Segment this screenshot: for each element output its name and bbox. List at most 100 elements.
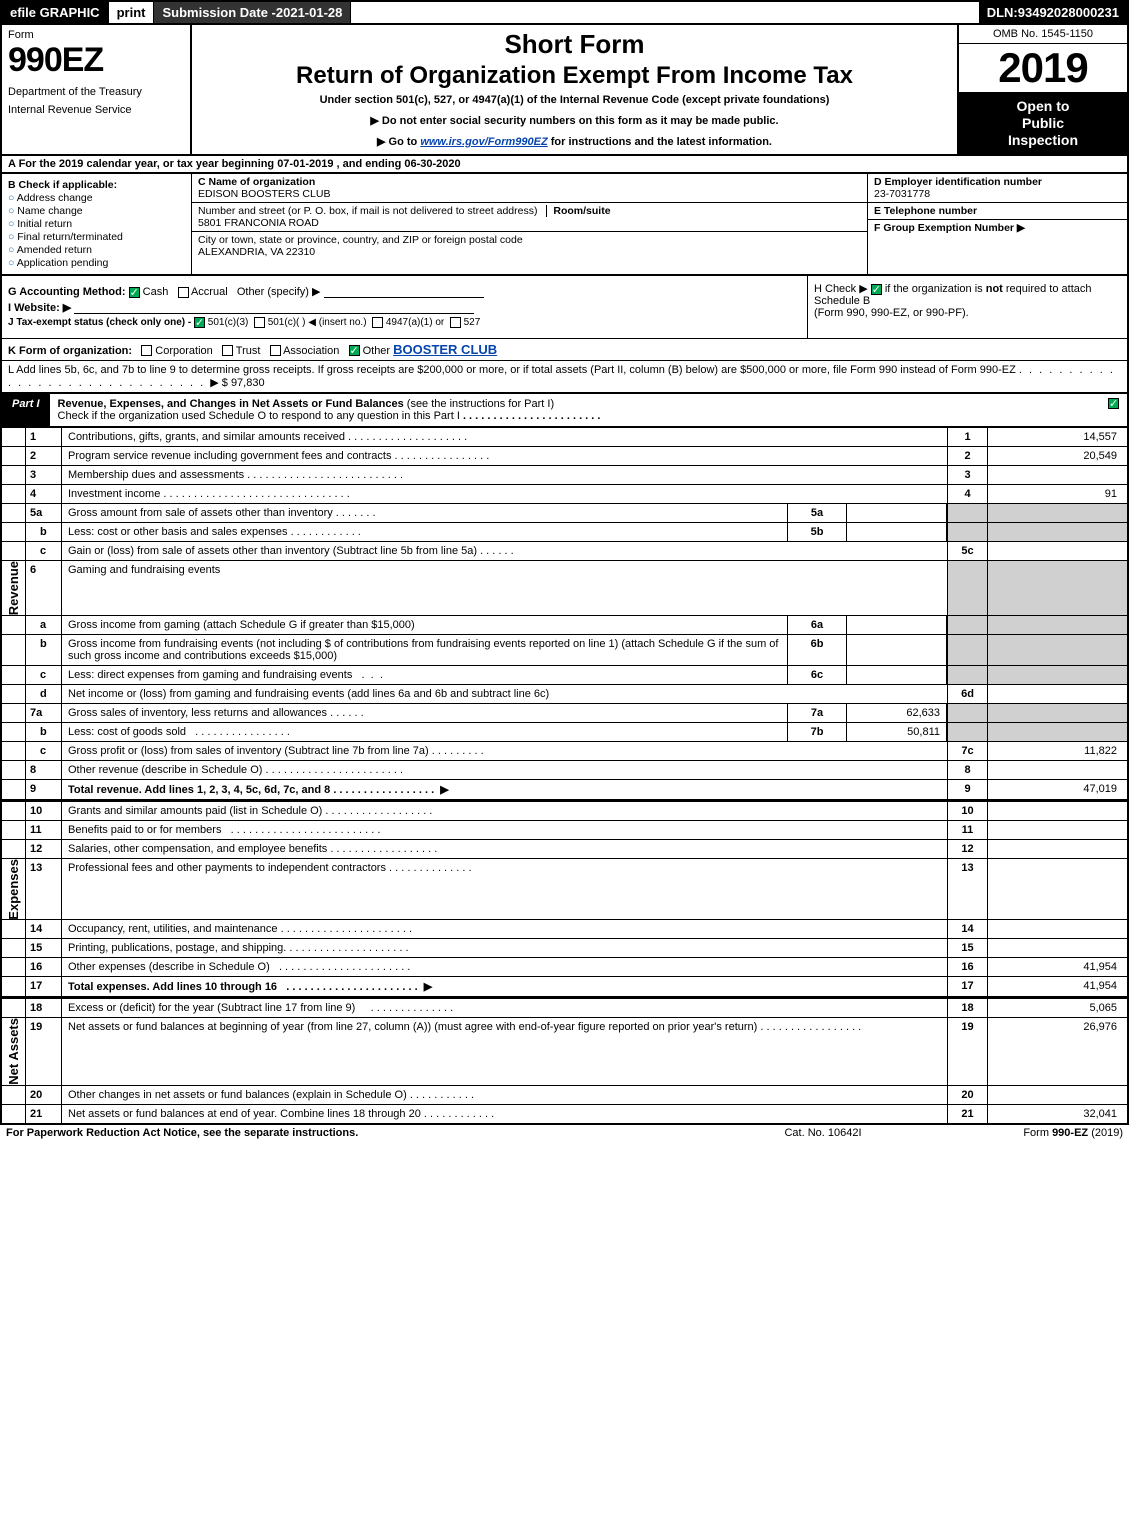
h-not: not bbox=[986, 283, 1003, 295]
desc-21: Net assets or fund balances at end of ye… bbox=[62, 1105, 947, 1123]
desc-7b: Less: cost of goods sold . . . . . . . .… bbox=[62, 723, 787, 741]
desc-7c-text: Gross profit or (loss) from sales of inv… bbox=[68, 745, 429, 757]
i-website: I Website: ▶ bbox=[8, 301, 801, 314]
nb-6c bbox=[947, 666, 987, 684]
501c3-label: 501(c)(3) bbox=[208, 318, 249, 329]
chk-application-pending[interactable]: Application pending bbox=[8, 257, 185, 269]
nb-7c: 7c bbox=[947, 742, 987, 760]
print-button[interactable]: print bbox=[109, 2, 155, 23]
page-footer: For Paperwork Reduction Act Notice, see … bbox=[0, 1125, 1129, 1143]
chk-trust[interactable] bbox=[222, 345, 233, 356]
addr-row: Number and street (or P. O. box, if mail… bbox=[192, 203, 867, 232]
chk-527[interactable] bbox=[450, 317, 461, 328]
chk-initial-return[interactable]: Initial return bbox=[8, 218, 185, 230]
cat-no: Cat. No. 10642I bbox=[723, 1127, 923, 1139]
row-13: Expenses 13 Professional fees and other … bbox=[2, 859, 1127, 921]
nb-6a bbox=[947, 616, 987, 634]
cat-rev-5c bbox=[2, 542, 26, 560]
chk-501c[interactable] bbox=[254, 317, 265, 328]
chk-name-change[interactable]: Name change bbox=[8, 205, 185, 217]
k-corp: Corporation bbox=[155, 345, 212, 357]
desc-18: Excess or (deficit) for the year (Subtra… bbox=[62, 999, 947, 1017]
inspection: Inspection bbox=[961, 132, 1125, 149]
chk-h[interactable] bbox=[871, 284, 882, 295]
desc-6d: Net income or (loss) from gaming and fun… bbox=[62, 685, 947, 703]
chk-corporation[interactable] bbox=[141, 345, 152, 356]
val-6c bbox=[987, 666, 1127, 684]
part-i-header: Part I Revenue, Expenses, and Changes in… bbox=[0, 393, 1129, 428]
mv-7a: 62,633 bbox=[847, 704, 947, 722]
cat-exp-14 bbox=[2, 920, 26, 938]
val-3 bbox=[987, 466, 1127, 484]
desc-19: Net assets or fund balances at beginning… bbox=[62, 1018, 947, 1085]
desc-7a-text: Gross sales of inventory, less returns a… bbox=[68, 707, 327, 719]
ssn-note: ▶ Do not enter social security numbers o… bbox=[200, 114, 949, 127]
a-tax-year-line: A For the 2019 calendar year, or tax yea… bbox=[0, 156, 1129, 173]
b-check-applicable: B Check if applicable: Address change Na… bbox=[2, 174, 192, 274]
ln-20: 20 bbox=[26, 1086, 62, 1104]
row-20: 20 Other changes in net assets or fund b… bbox=[2, 1086, 1127, 1105]
nb-10: 10 bbox=[947, 802, 987, 820]
val-12 bbox=[987, 840, 1127, 858]
desc-19-text: Net assets or fund balances at beginning… bbox=[68, 1021, 757, 1033]
val-6a bbox=[987, 616, 1127, 634]
desc-10: Grants and similar amounts paid (list in… bbox=[62, 802, 947, 820]
other-specify-input[interactable] bbox=[324, 286, 484, 298]
accrual-label: Accrual bbox=[191, 286, 228, 298]
revenue-label: Revenue bbox=[6, 561, 21, 615]
chk-final-return[interactable]: Final return/terminated bbox=[8, 231, 185, 243]
desc-21-text: Net assets or fund balances at end of ye… bbox=[68, 1108, 421, 1120]
part-i-sub: (see the instructions for Part I) bbox=[407, 398, 554, 410]
val-11 bbox=[987, 821, 1127, 839]
nb-6 bbox=[947, 561, 987, 615]
desc-6c: Less: direct expenses from gaming and fu… bbox=[62, 666, 787, 684]
part-i-title-text: Revenue, Expenses, and Changes in Net As… bbox=[58, 398, 404, 410]
chk-address-change[interactable]: Address change bbox=[8, 192, 185, 204]
chk-amended-return[interactable]: Amended return bbox=[8, 244, 185, 256]
desc-5a: Gross amount from sale of assets other t… bbox=[62, 504, 787, 522]
mv-6b bbox=[847, 635, 947, 665]
topbar-spacer bbox=[351, 2, 978, 23]
mv-6a bbox=[847, 616, 947, 634]
desc-1: Contributions, gifts, grants, and simila… bbox=[62, 428, 947, 446]
nb-14: 14 bbox=[947, 920, 987, 938]
header-center: Short Form Return of Organization Exempt… bbox=[192, 25, 957, 154]
val-1: 14,557 bbox=[987, 428, 1127, 446]
row-16: 16 Other expenses (describe in Schedule … bbox=[2, 958, 1127, 977]
dln-value: 93492028000231 bbox=[1018, 5, 1119, 20]
entity-center: C Name of organization EDISON BOOSTERS C… bbox=[192, 174, 867, 274]
chk-501c3[interactable] bbox=[194, 317, 205, 328]
chk-schedule-o[interactable] bbox=[1108, 398, 1119, 409]
h-text1: if the organization is bbox=[885, 283, 986, 295]
desc-18-text: Excess or (deficit) for the year (Subtra… bbox=[68, 1002, 355, 1014]
k-trust: Trust bbox=[236, 345, 261, 357]
mb-5b: 5b bbox=[787, 523, 847, 541]
row-6d: d Net income or (loss) from gaming and f… bbox=[2, 685, 1127, 704]
cat-exp-11 bbox=[2, 821, 26, 839]
city-state-zip: ALEXANDRIA, VA 22310 bbox=[198, 246, 315, 258]
val-2: 20,549 bbox=[987, 447, 1127, 465]
row-11: 11 Benefits paid to or for members . . .… bbox=[2, 821, 1127, 840]
mv-5a bbox=[847, 504, 947, 522]
chk-4947[interactable] bbox=[372, 317, 383, 328]
ln-1: 1 bbox=[26, 428, 62, 446]
cat-na-18 bbox=[2, 999, 26, 1017]
ln-11: 11 bbox=[26, 821, 62, 839]
4947-label: 4947(a)(1) or bbox=[386, 318, 444, 329]
cat-rev-2 bbox=[2, 447, 26, 465]
chk-other-org[interactable] bbox=[349, 345, 360, 356]
cat-rev-6d bbox=[2, 685, 26, 703]
mb-7a: 7a bbox=[787, 704, 847, 722]
chk-cash[interactable] bbox=[129, 287, 140, 298]
k-other: Other bbox=[363, 345, 391, 357]
e-label: E Telephone number bbox=[874, 205, 977, 217]
chk-association[interactable] bbox=[270, 345, 281, 356]
form-word: Form bbox=[8, 29, 184, 41]
goto-pre: ▶ Go to bbox=[377, 136, 420, 148]
chk-accrual[interactable] bbox=[178, 287, 189, 298]
website-input[interactable] bbox=[74, 302, 474, 314]
entity-right: D Employer identification number 23-7031… bbox=[867, 174, 1127, 274]
irs-link[interactable]: www.irs.gov/Form990EZ bbox=[420, 136, 547, 148]
g-h-block: G Accounting Method: Cash Accrual Other … bbox=[0, 276, 1129, 338]
row-19: Net Assets 19 Net assets or fund balance… bbox=[2, 1018, 1127, 1086]
